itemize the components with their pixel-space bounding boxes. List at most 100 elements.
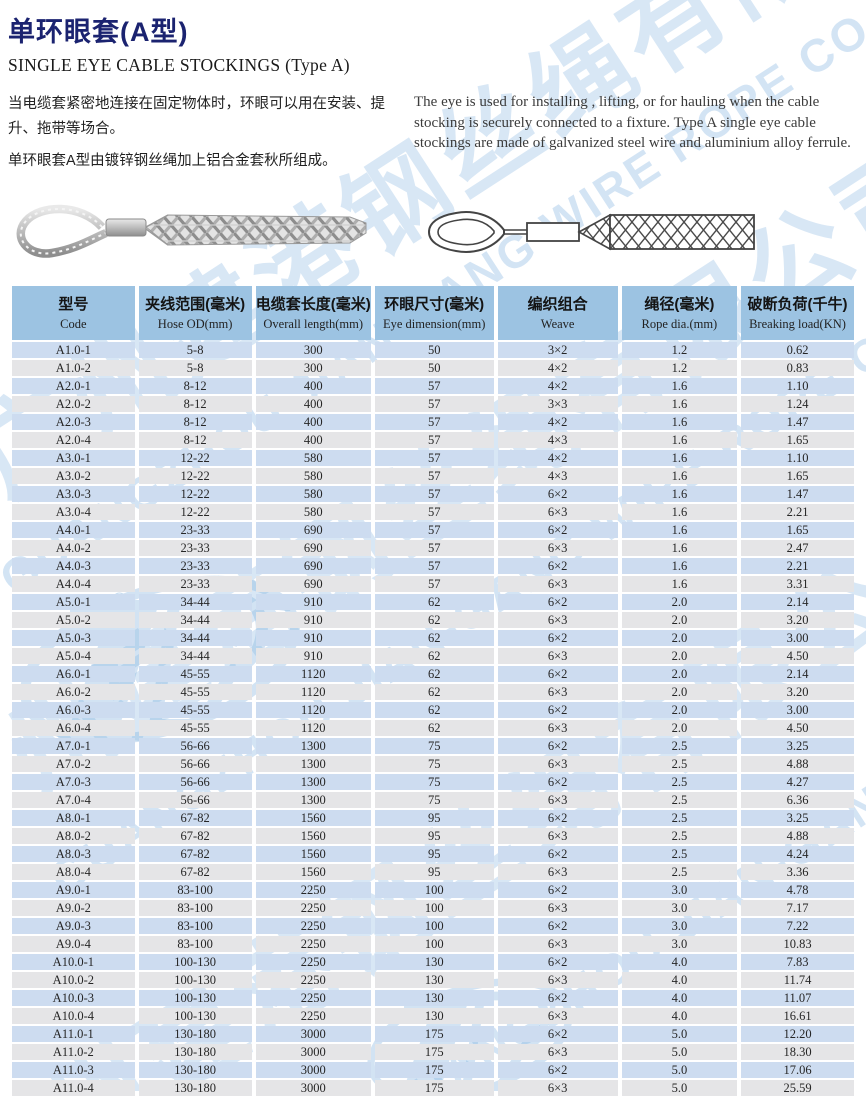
table-cell: A3.0-3 bbox=[12, 485, 135, 502]
table-cell: 62 bbox=[374, 665, 494, 682]
table-cell: 175 bbox=[374, 1025, 494, 1042]
table-cell: A11.0-3 bbox=[12, 1061, 135, 1078]
table-cell: 175 bbox=[374, 1079, 494, 1096]
table-cell: 2.0 bbox=[621, 593, 738, 610]
table-cell: 1.10 bbox=[741, 449, 854, 466]
table-cell: 11.74 bbox=[741, 971, 854, 988]
table-cell: 4×2 bbox=[497, 413, 618, 430]
table-row: A6.0-4 45-55 1120 62 6×3 2.0 4.50 bbox=[12, 719, 854, 736]
table-cell: A2.0-4 bbox=[12, 431, 135, 448]
table-cell: 2.0 bbox=[621, 629, 738, 646]
table-cell: 1.6 bbox=[621, 377, 738, 394]
table-cell: 12-22 bbox=[138, 485, 252, 502]
table-cell: 17.06 bbox=[741, 1061, 854, 1078]
table-cell: 1.6 bbox=[621, 575, 738, 592]
table-cell: A11.0-1 bbox=[12, 1025, 135, 1042]
table-cell: A5.0-3 bbox=[12, 629, 135, 646]
column-header: 绳径(毫米) Rope dia.(mm) bbox=[621, 285, 738, 340]
table-cell: 6×3 bbox=[497, 935, 618, 952]
table-cell: 2.5 bbox=[621, 755, 738, 772]
table-cell: 5-8 bbox=[138, 359, 252, 376]
table-cell: 23-33 bbox=[138, 557, 252, 574]
table-cell: 2.5 bbox=[621, 863, 738, 880]
table-cell: 57 bbox=[374, 557, 494, 574]
table-cell: 3.25 bbox=[741, 737, 854, 754]
table-cell: 7.17 bbox=[741, 899, 854, 916]
table-cell: A10.0-3 bbox=[12, 989, 135, 1006]
table-cell: A2.0-3 bbox=[12, 413, 135, 430]
table-cell: 1.6 bbox=[621, 485, 738, 502]
table-cell: A3.0-1 bbox=[12, 449, 135, 466]
table-cell: 6×2 bbox=[497, 773, 618, 790]
table-cell: 6×3 bbox=[497, 971, 618, 988]
table-cell: 3.0 bbox=[621, 917, 738, 934]
table-cell: A8.0-2 bbox=[12, 827, 135, 844]
table-row: A10.0-2 100-130 2250 130 6×3 4.0 11.74 bbox=[12, 971, 854, 988]
table-cell: A9.0-4 bbox=[12, 935, 135, 952]
table-cell: 4×2 bbox=[497, 377, 618, 394]
table-cell: 2.0 bbox=[621, 701, 738, 718]
table-cell: 910 bbox=[255, 611, 371, 628]
table-cell: 8-12 bbox=[138, 413, 252, 430]
cable-stocking-drawing bbox=[427, 211, 755, 253]
table-cell: 45-55 bbox=[138, 683, 252, 700]
table-cell: 6×2 bbox=[497, 485, 618, 502]
table-cell: 2.5 bbox=[621, 737, 738, 754]
table-cell: A6.0-1 bbox=[12, 665, 135, 682]
table-cell: 1.47 bbox=[741, 413, 854, 430]
table-cell: 2.5 bbox=[621, 827, 738, 844]
table-row: A11.0-4 130-180 3000 175 6×3 5.0 25.59 bbox=[12, 1079, 854, 1096]
table-cell: 1.65 bbox=[741, 431, 854, 448]
table-cell: 1120 bbox=[255, 719, 371, 736]
table-cell: 6×2 bbox=[497, 989, 618, 1006]
table-cell: 4.27 bbox=[741, 773, 854, 790]
table-cell: 1.2 bbox=[621, 359, 738, 376]
table-cell: 1.6 bbox=[621, 449, 738, 466]
table-cell: 400 bbox=[255, 395, 371, 412]
table-cell: 690 bbox=[255, 575, 371, 592]
cable-stocking-photo bbox=[16, 204, 367, 258]
table-cell: 5.0 bbox=[621, 1043, 738, 1060]
table-cell: 83-100 bbox=[138, 917, 252, 934]
table-cell: 4×3 bbox=[497, 467, 618, 484]
table-cell: 23-33 bbox=[138, 539, 252, 556]
table-cell: 7.22 bbox=[741, 917, 854, 934]
table-cell: A9.0-2 bbox=[12, 899, 135, 916]
table-cell: 18.30 bbox=[741, 1043, 854, 1060]
table-cell: 1.6 bbox=[621, 503, 738, 520]
table-cell: 2.14 bbox=[741, 593, 854, 610]
table-cell: 11.07 bbox=[741, 989, 854, 1006]
table-cell: 8-12 bbox=[138, 377, 252, 394]
table-cell: 62 bbox=[374, 683, 494, 700]
table-cell: 1300 bbox=[255, 773, 371, 790]
table-cell: A5.0-2 bbox=[12, 611, 135, 628]
table-row: A7.0-1 56-66 1300 75 6×2 2.5 3.25 bbox=[12, 737, 854, 754]
table-cell: 16.61 bbox=[741, 1007, 854, 1024]
table-cell: A6.0-2 bbox=[12, 683, 135, 700]
table-row: A1.0-1 5-8 300 50 3×2 1.2 0.62 bbox=[12, 341, 854, 358]
table-cell: 300 bbox=[255, 359, 371, 376]
table-row: A10.0-4 100-130 2250 130 6×3 4.0 16.61 bbox=[12, 1007, 854, 1024]
column-header: 夹线范围(毫米) Hose OD(mm) bbox=[138, 285, 252, 340]
table-cell: 83-100 bbox=[138, 881, 252, 898]
spec-table-head-row: 型号 Code 夹线范围(毫米) Hose OD(mm) 电缆套长度(毫米) Overal… bbox=[12, 285, 854, 340]
table-cell: A5.0-1 bbox=[12, 593, 135, 610]
table-cell: A10.0-1 bbox=[12, 953, 135, 970]
table-cell: A7.0-3 bbox=[12, 773, 135, 790]
table-row: A8.0-3 67-82 1560 95 6×2 2.5 4.24 bbox=[12, 845, 854, 862]
table-cell: 6×2 bbox=[497, 521, 618, 538]
table-cell: 1300 bbox=[255, 737, 371, 754]
table-cell: A8.0-1 bbox=[12, 809, 135, 826]
table-cell: 910 bbox=[255, 593, 371, 610]
table-cell: 6×2 bbox=[497, 1061, 618, 1078]
table-cell: 57 bbox=[374, 521, 494, 538]
table-cell: 130 bbox=[374, 971, 494, 988]
table-cell: 1.6 bbox=[621, 467, 738, 484]
table-cell: 3×3 bbox=[497, 395, 618, 412]
table-cell: A8.0-3 bbox=[12, 845, 135, 862]
intro-zh-paragraph-1: 当电缆套紧密地连接在固定物体时，环眼可以用在安装、提升、拖带等场合。 bbox=[8, 96, 385, 137]
table-cell: 1300 bbox=[255, 791, 371, 808]
table-row: A6.0-3 45-55 1120 62 6×2 2.0 3.00 bbox=[12, 701, 854, 718]
table-cell: A6.0-3 bbox=[12, 701, 135, 718]
table-cell: A3.0-2 bbox=[12, 467, 135, 484]
